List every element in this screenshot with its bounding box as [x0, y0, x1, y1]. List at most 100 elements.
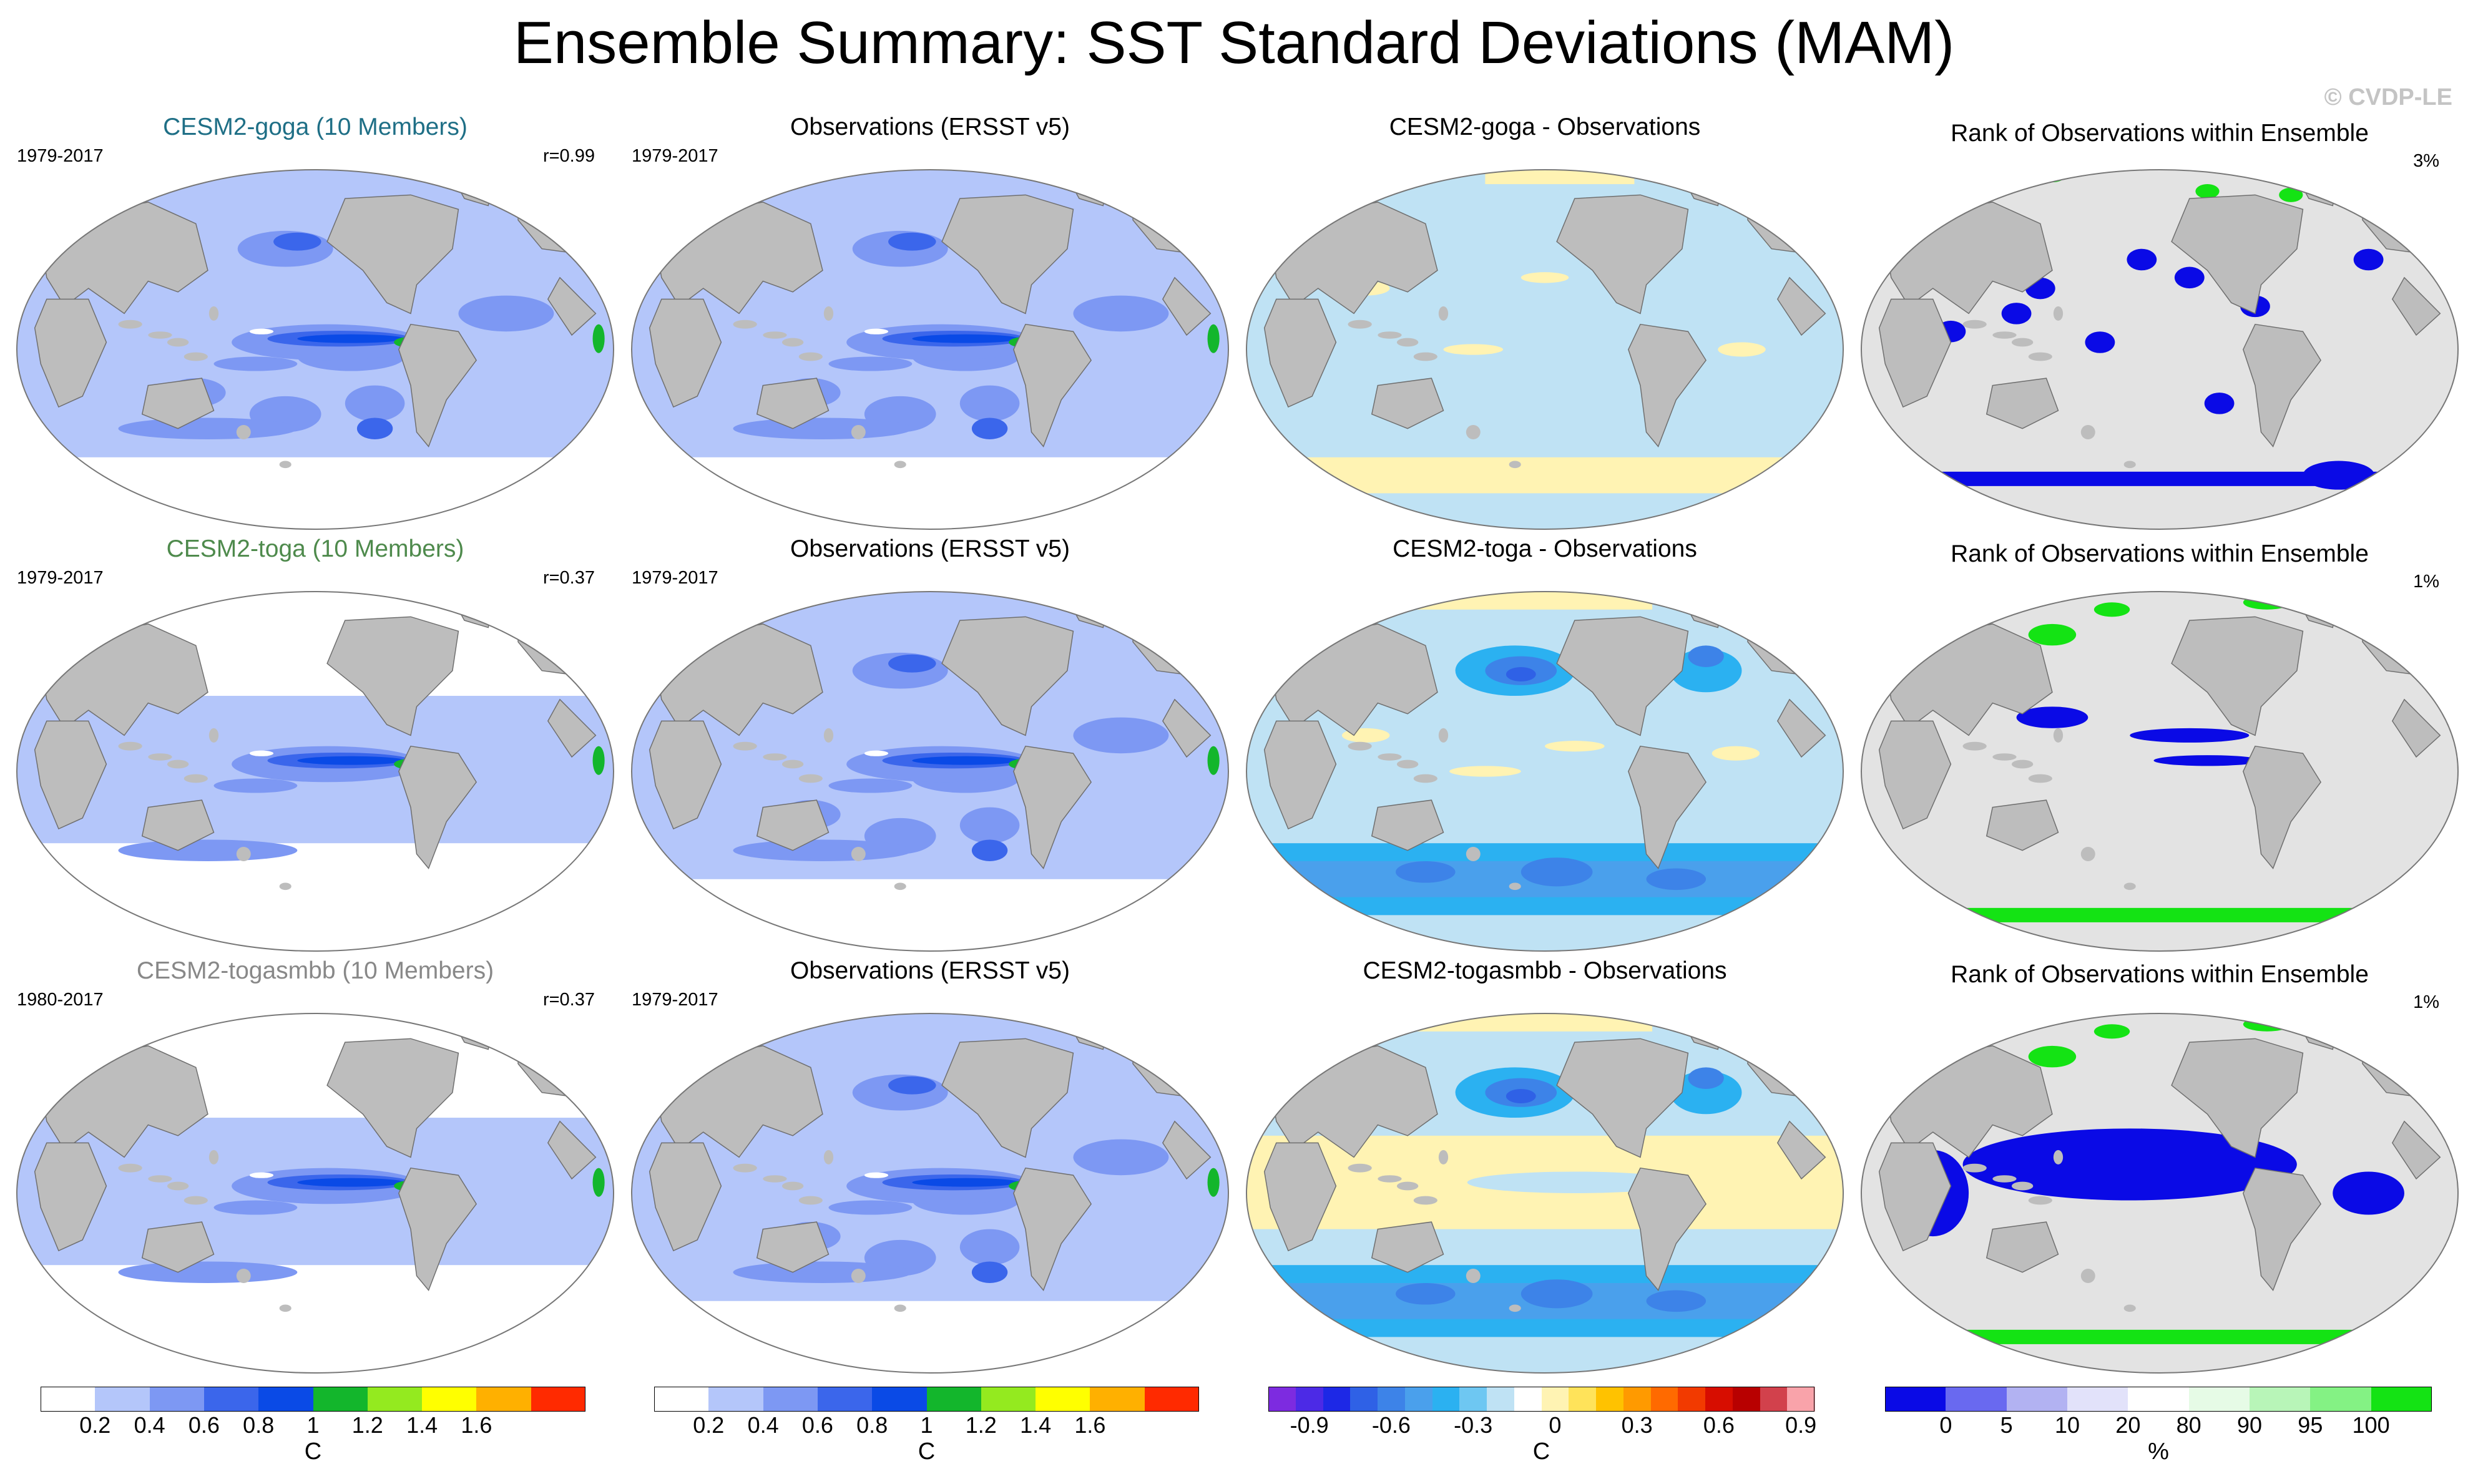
map-svg — [1861, 1013, 2459, 1374]
map-sd — [9, 162, 621, 537]
island — [763, 753, 787, 761]
island — [781, 759, 804, 769]
panel-title: Observations (ERSST v5) — [790, 535, 1070, 562]
colorbar-unit-label: C — [304, 1438, 322, 1465]
colorbar-swatch — [872, 1387, 927, 1412]
map-rank — [1854, 162, 2466, 537]
colorbar-swatch — [2006, 1387, 2068, 1412]
island — [1348, 1163, 1372, 1173]
map-field — [632, 592, 1228, 951]
map-outline — [16, 591, 614, 952]
land-africa — [649, 720, 722, 830]
panel-period: 1979-2017 — [17, 568, 104, 588]
island — [184, 774, 208, 783]
colorbar-tick-label: 1.2 — [965, 1412, 997, 1438]
colorbar-tick-label: 1.2 — [351, 1412, 383, 1438]
contour-region — [1520, 857, 1593, 887]
map-field — [632, 170, 1228, 529]
contour-region — [1443, 344, 1504, 355]
high-rank-patch — [2195, 184, 2220, 199]
land-australia — [141, 799, 215, 851]
island — [148, 753, 172, 761]
colorbar-swatch — [1144, 1387, 1200, 1412]
colorbar-tick-label: 1.4 — [406, 1412, 438, 1438]
colorbar-swatch — [149, 1387, 205, 1412]
colorbar-swatch — [422, 1387, 477, 1412]
contour-region — [273, 232, 321, 251]
low-rank-patch — [2174, 266, 2205, 289]
map-sd — [624, 1006, 1236, 1380]
contour-region — [1520, 272, 1569, 283]
island — [1962, 1163, 1987, 1173]
contour-region — [118, 839, 298, 861]
map-sd — [9, 1006, 621, 1380]
island — [236, 1268, 251, 1283]
map-field — [1861, 170, 2458, 529]
land-samer — [1013, 1167, 1092, 1291]
map-outline — [1861, 591, 2459, 952]
island — [823, 306, 834, 321]
contour-region — [959, 1229, 1020, 1266]
land-samer — [1628, 745, 1707, 869]
island — [1396, 759, 1419, 769]
colorbar-outline — [1268, 1387, 1814, 1412]
panel-period: 1979-2017 — [632, 990, 718, 1010]
island — [208, 306, 219, 321]
land-namer — [326, 616, 459, 736]
contour-region — [733, 1261, 913, 1283]
land-africa — [1263, 1142, 1337, 1252]
land-africa — [649, 298, 722, 408]
island — [763, 331, 787, 339]
pattern-correlation: r=0.37 — [542, 990, 595, 1010]
colorbar-tick-label: -0.6 — [1371, 1412, 1411, 1438]
land-australia — [1986, 378, 2059, 429]
map-outline — [16, 1013, 614, 1374]
map-field — [1246, 1013, 1843, 1373]
colorbar-swatch — [1596, 1387, 1624, 1412]
island — [1413, 774, 1437, 783]
map-svg — [16, 591, 614, 952]
extratropics-south — [17, 1265, 614, 1373]
land-australia — [1986, 1221, 2059, 1273]
contour-region — [592, 746, 605, 775]
land-africa — [34, 298, 107, 408]
island — [798, 774, 823, 783]
panel-period: 1979-2017 — [632, 568, 718, 588]
island — [236, 424, 251, 439]
contour-region — [828, 1200, 913, 1215]
panel-title: CESM2-togasmbb (10 Members) — [136, 957, 494, 984]
island — [2011, 338, 2034, 347]
colorbar-tick-label: 1.4 — [1020, 1412, 1052, 1438]
contour-region — [888, 1076, 936, 1095]
island — [1348, 741, 1372, 751]
island — [781, 1181, 804, 1191]
contour-region — [297, 1178, 405, 1187]
pattern-correlation: r=0.99 — [542, 146, 595, 166]
contour-region — [864, 1172, 889, 1178]
land-africa — [34, 720, 107, 830]
colorbar-tick-label: 95 — [2298, 1412, 2323, 1438]
map-difference — [1239, 584, 1851, 959]
figure-title: Ensemble Summary: SST Standard Deviation… — [513, 9, 1955, 76]
island — [894, 1304, 906, 1312]
island — [279, 461, 291, 469]
contour-region — [2303, 461, 2375, 490]
land-samer — [1013, 745, 1092, 869]
island — [2011, 759, 2034, 769]
panel-title: CESM2-goga - Observations — [1389, 114, 1701, 140]
land-namer — [2171, 1038, 2304, 1158]
colorbar-swatch — [654, 1387, 709, 1412]
contour-region — [1396, 1283, 1456, 1305]
colorbar-difference — [1268, 1387, 1815, 1412]
land-samer — [1013, 323, 1092, 447]
contour-region — [1207, 1168, 1220, 1197]
contour-region — [1711, 746, 1760, 761]
colorbar-swatch — [2250, 1387, 2311, 1412]
high-rank-patch — [2028, 623, 2077, 646]
colorbar-swatch — [981, 1387, 1036, 1412]
colorbar-swatch — [926, 1387, 982, 1412]
island — [279, 882, 291, 891]
map-field — [1246, 592, 1843, 951]
land-wafrica — [547, 1120, 597, 1180]
colorbar-tick-label: 1 — [306, 1412, 320, 1438]
